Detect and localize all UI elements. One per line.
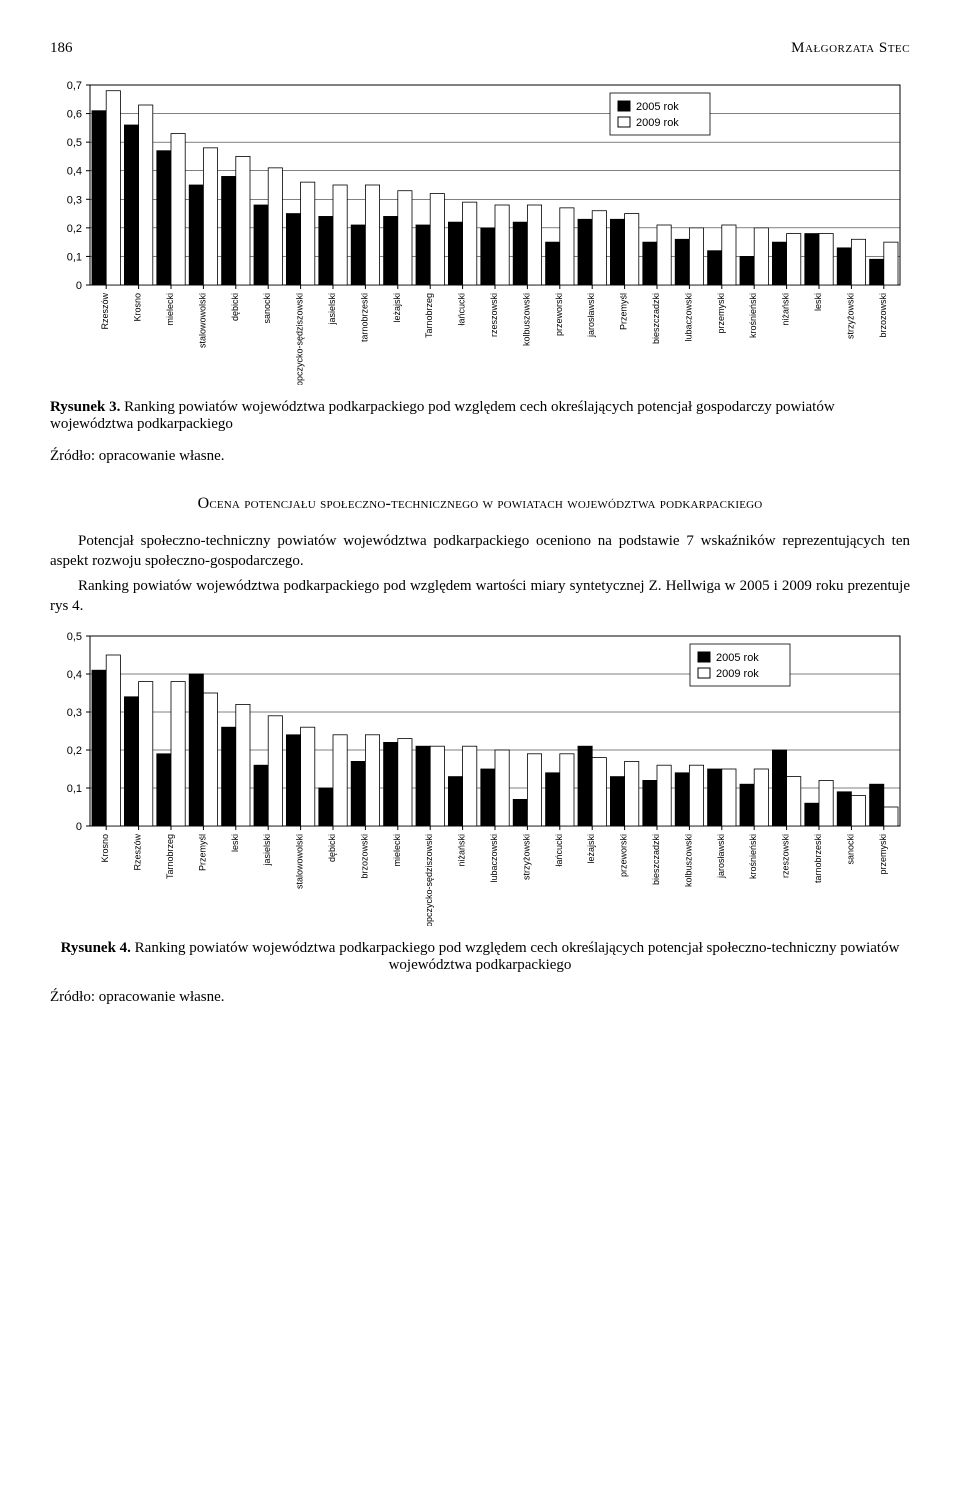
svg-text:bieszczadzki: bieszczadzki xyxy=(651,293,661,344)
svg-text:0,3: 0,3 xyxy=(67,194,82,206)
svg-text:rzeszowski: rzeszowski xyxy=(489,293,499,337)
svg-text:tarnobrzeski: tarnobrzeski xyxy=(813,834,823,883)
svg-text:mielecki: mielecki xyxy=(165,293,175,326)
paragraph-1: Potencjał społeczno-techniczny powiatów … xyxy=(50,531,910,572)
svg-text:przeworski: przeworski xyxy=(619,834,629,877)
svg-text:ropczycko-sędziszowski: ropczycko-sędziszowski xyxy=(424,834,434,926)
svg-text:0,2: 0,2 xyxy=(67,223,82,235)
svg-text:łańcucki: łańcucki xyxy=(554,834,564,867)
section-title: Ocena potencjału społeczno-technicznego … xyxy=(50,495,910,513)
svg-text:dębicki: dębicki xyxy=(230,293,240,321)
svg-text:Przemyśl: Przemyśl xyxy=(619,293,629,330)
svg-text:0: 0 xyxy=(76,821,82,833)
svg-text:0: 0 xyxy=(76,280,82,292)
svg-text:2009 rok: 2009 rok xyxy=(716,668,759,680)
svg-text:sanocki: sanocki xyxy=(845,834,855,865)
svg-text:Rzeszów: Rzeszów xyxy=(100,293,110,330)
svg-text:jasielski: jasielski xyxy=(262,834,272,867)
figure-3-caption: Rysunek 3. Ranking powiatów województwa … xyxy=(50,399,910,433)
svg-text:leski: leski xyxy=(230,834,240,852)
svg-text:lubaczowski: lubaczowski xyxy=(489,834,499,883)
chart-2: 0 0,1 0,2 0,3 0,4 0,5 Krosno Rzeszów Tarnobrzeg P… xyxy=(50,626,910,926)
figure-4-lead: Rysunek 4. xyxy=(61,940,131,956)
svg-text:przemyski: przemyski xyxy=(716,293,726,334)
figure-4-text: Ranking powiatów województwa podkarpacki… xyxy=(131,940,899,973)
svg-text:Krosno: Krosno xyxy=(133,293,143,322)
svg-text:sanocki: sanocki xyxy=(262,293,272,324)
svg-text:tarnobrzeski: tarnobrzeski xyxy=(359,293,369,342)
chart-1: 0 0,1 0,2 0,3 0,4 0,5 0,6 0,7 Rzeszów Krosno miele… xyxy=(50,75,910,385)
svg-text:0,6: 0,6 xyxy=(67,109,82,121)
svg-text:Krosno: Krosno xyxy=(100,834,110,863)
figure-4-caption: Rysunek 4. Ranking powiatów województwa … xyxy=(50,940,910,974)
author-name: Małgorzata Stec xyxy=(791,40,910,57)
svg-text:2009 rok: 2009 rok xyxy=(636,117,679,129)
figure-4-source: Źródło: opracowanie własne. xyxy=(50,989,910,1006)
svg-text:2005 rok: 2005 rok xyxy=(636,101,679,113)
svg-text:niżański: niżański xyxy=(457,834,467,867)
svg-text:0,2: 0,2 xyxy=(67,745,82,757)
svg-text:przemyski: przemyski xyxy=(878,834,888,875)
svg-text:2005 rok: 2005 rok xyxy=(716,652,759,664)
figure-3-source: Źródło: opracowanie własne. xyxy=(50,448,910,465)
svg-text:stalowowolski: stalowowolski xyxy=(295,834,305,889)
svg-text:krośnieński: krośnieński xyxy=(748,834,758,879)
paragraph-2: Ranking powiatów województwa podkarpacki… xyxy=(50,576,910,617)
svg-text:krośnieński: krośnieński xyxy=(748,293,758,338)
svg-text:0,7: 0,7 xyxy=(67,80,82,92)
svg-text:0,1: 0,1 xyxy=(67,251,82,263)
svg-text:Tarnobrzeg: Tarnobrzeg xyxy=(165,834,175,879)
svg-text:stalowowolski: stalowowolski xyxy=(197,293,207,348)
svg-text:Rzeszów: Rzeszów xyxy=(133,834,143,871)
svg-text:jasielski: jasielski xyxy=(327,293,337,326)
svg-text:łańcucki: łańcucki xyxy=(457,293,467,326)
svg-text:0,4: 0,4 xyxy=(67,166,82,178)
svg-text:Tarnobrzeg: Tarnobrzeg xyxy=(424,293,434,338)
figure-3-text: Ranking powiatów województwa podkarpacki… xyxy=(50,399,835,432)
svg-text:niżański: niżański xyxy=(781,293,791,326)
svg-text:jarosławski: jarosławski xyxy=(716,834,726,879)
svg-text:lubaczowski: lubaczowski xyxy=(683,293,693,342)
svg-text:leżajski: leżajski xyxy=(392,293,402,323)
page-number: 186 xyxy=(50,40,73,57)
svg-text:kolbuszowski: kolbuszowski xyxy=(521,293,531,346)
svg-text:bieszczadzki: bieszczadzki xyxy=(651,834,661,885)
figure-3-lead: Rysunek 3. xyxy=(50,399,120,415)
svg-text:leski: leski xyxy=(813,293,823,311)
svg-text:przeworski: przeworski xyxy=(554,293,564,336)
svg-text:Przemyśl: Przemyśl xyxy=(197,834,207,871)
svg-text:strzyżowski: strzyżowski xyxy=(521,834,531,880)
svg-text:0,1: 0,1 xyxy=(67,783,82,795)
svg-text:dębicki: dębicki xyxy=(327,834,337,862)
svg-text:0,5: 0,5 xyxy=(67,631,82,643)
svg-text:rzeszowski: rzeszowski xyxy=(781,834,791,878)
svg-text:strzyżowski: strzyżowski xyxy=(845,293,855,339)
svg-text:0,5: 0,5 xyxy=(67,137,82,149)
chart-2-container: 0 0,1 0,2 0,3 0,4 0,5 Krosno Rzeszów Tarnobrzeg P… xyxy=(50,626,910,926)
svg-text:kolbuszowski: kolbuszowski xyxy=(683,834,693,887)
svg-text:leżajski: leżajski xyxy=(586,834,596,864)
svg-text:brzozowski: brzozowski xyxy=(359,834,369,879)
svg-text:0,3: 0,3 xyxy=(67,707,82,719)
chart-1-container: 0 0,1 0,2 0,3 0,4 0,5 0,6 0,7 Rzeszów Krosno miele… xyxy=(50,75,910,385)
svg-text:jarosławski: jarosławski xyxy=(586,293,596,338)
svg-text:brzozowski: brzozowski xyxy=(878,293,888,338)
svg-text:ropczycko-sędziszowski: ropczycko-sędziszowski xyxy=(295,293,305,385)
svg-text:0,4: 0,4 xyxy=(67,669,82,681)
svg-text:mielecki: mielecki xyxy=(392,834,402,867)
page-header: 186 Małgorzata Stec xyxy=(50,40,910,57)
